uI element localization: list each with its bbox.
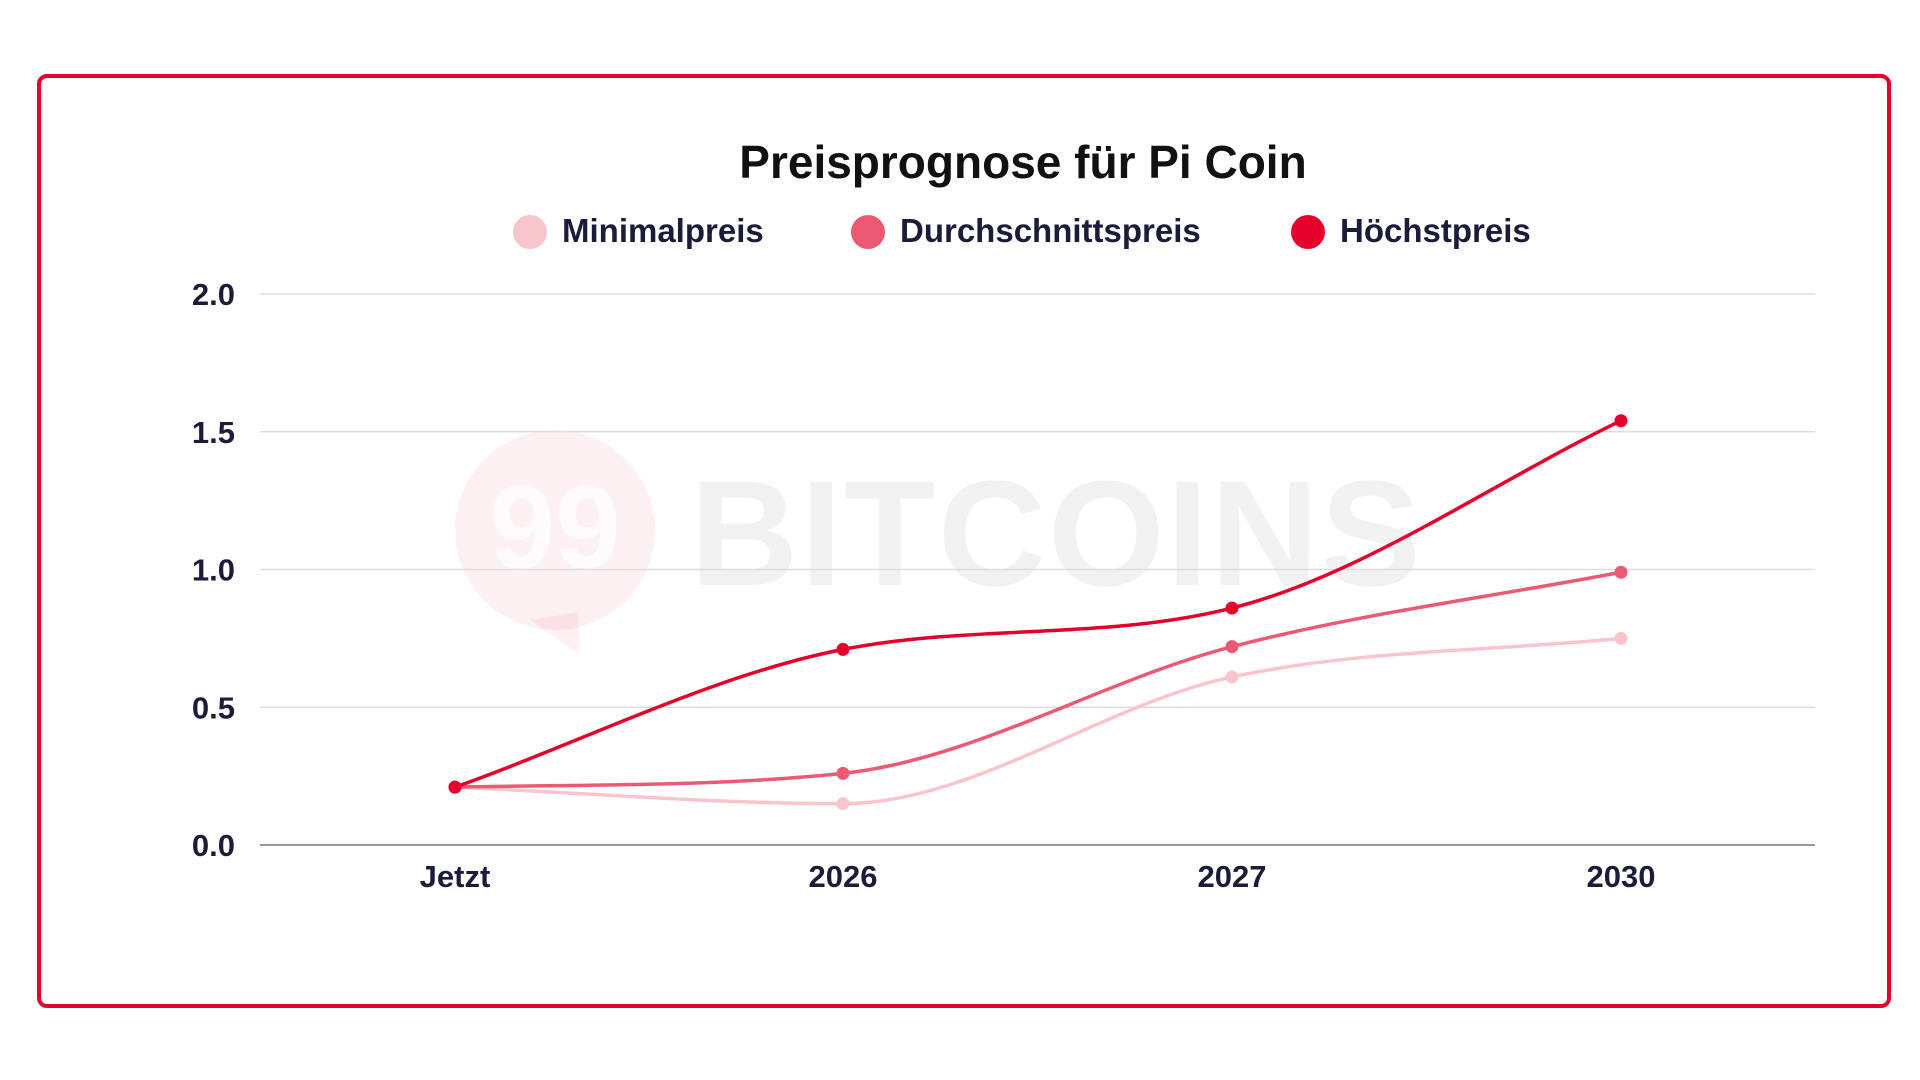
watermark-logo-circle — [455, 430, 655, 630]
legend-label-durchschnittspreis: Durchschnittspreis — [900, 212, 1201, 249]
data-point-hoechstpreis — [1614, 414, 1628, 428]
legend-label-minimalpreis: Minimalpreis — [562, 212, 764, 249]
x-axis-ticks: Jetzt 2026 2027 2030 — [420, 859, 1656, 894]
legend-label-hoechstpreis: Höchstpreis — [1340, 212, 1531, 249]
data-point-minimalpreis — [1614, 631, 1628, 645]
data-point-hoechstpreis — [836, 642, 850, 656]
chart-title: Preisprognose für Pi Coin — [739, 136, 1306, 188]
watermark: 99 BITCOINS — [455, 430, 1423, 655]
data-point-minimalpreis — [1225, 670, 1239, 684]
data-point-hoechstpreis — [1225, 601, 1239, 615]
x-tick-label: 2026 — [809, 859, 878, 894]
grid-lines — [260, 293, 1815, 846]
data-point-durchschnittspreis — [1225, 640, 1239, 654]
x-tick-label: 2027 — [1198, 859, 1267, 894]
y-axis-ticks: 0.0 0.5 1.0 1.5 2.0 — [192, 277, 235, 863]
watermark-logo-tail — [530, 612, 580, 655]
watermark-text: BITCOINS — [690, 449, 1423, 617]
series-line-minimalpreis — [453, 636, 1623, 806]
y-tick-label: 0.0 — [192, 828, 235, 863]
chart-legend: Minimalpreis Durchschnittspreis Höchstpr… — [513, 212, 1531, 249]
series-line-hoechstpreis — [453, 418, 1623, 789]
legend-marker-hoechstpreis — [1291, 215, 1325, 249]
x-tick-label: 2030 — [1587, 859, 1656, 894]
legend-marker-durchschnittspreis — [851, 215, 885, 249]
legend-item-hoechstpreis: Höchstpreis — [1291, 212, 1531, 249]
series-lines — [453, 418, 1623, 806]
legend-item-minimalpreis: Minimalpreis — [513, 212, 764, 249]
y-tick-label: 1.0 — [192, 553, 235, 588]
y-tick-label: 1.5 — [192, 415, 235, 450]
data-point-minimalpreis — [836, 797, 850, 811]
x-tick-label: Jetzt — [420, 859, 491, 894]
legend-item-durchschnittspreis: Durchschnittspreis — [851, 212, 1201, 249]
chart-frame — [37, 74, 1891, 1008]
y-tick-label: 2.0 — [192, 277, 235, 312]
data-point-durchschnittspreis — [1614, 565, 1628, 579]
series-points — [448, 414, 1628, 811]
watermark-badge: 99 — [489, 462, 620, 594]
legend-marker-minimalpreis — [513, 215, 547, 249]
y-tick-label: 0.5 — [192, 690, 235, 725]
series-line-durchschnittspreis — [453, 570, 1623, 789]
data-point-hoechstpreis — [448, 780, 462, 794]
data-point-durchschnittspreis — [836, 766, 850, 780]
